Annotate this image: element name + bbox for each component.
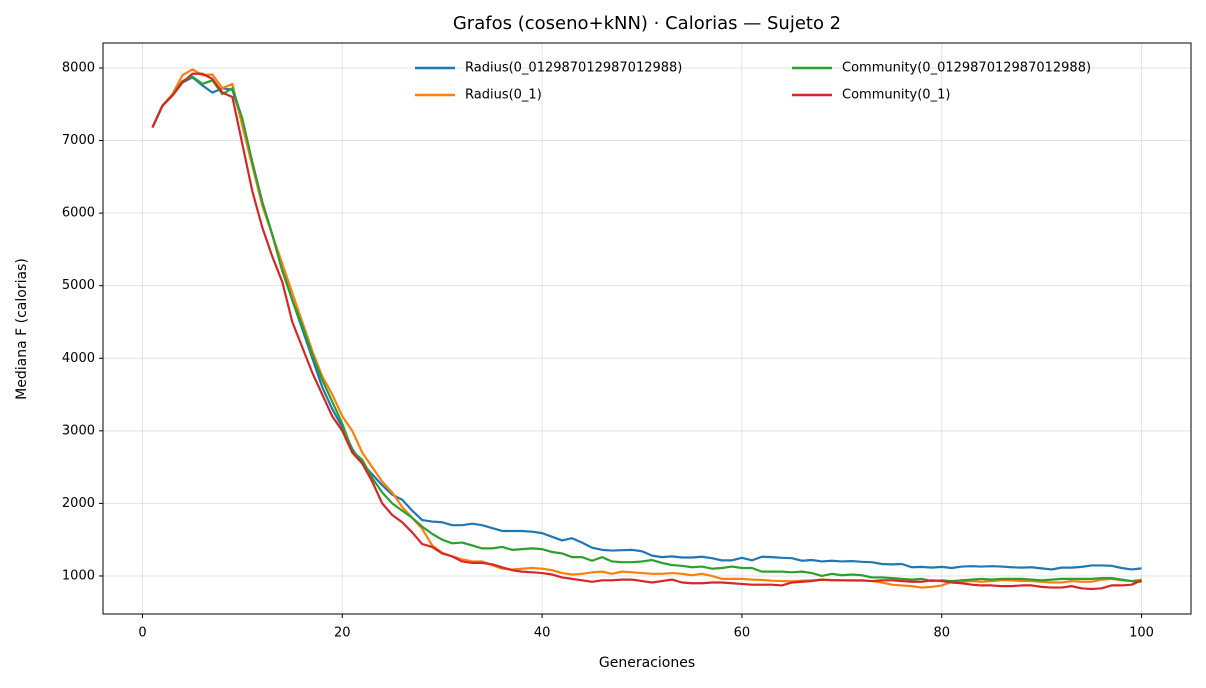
y-tick-label: 8000: [62, 60, 95, 75]
y-tick-label: 6000: [62, 206, 95, 221]
x-tick-label: 60: [734, 626, 751, 641]
y-axis-label: Mediana F (calorias): [14, 258, 30, 400]
y-tick-label: 1000: [62, 568, 95, 583]
grid: [103, 43, 1191, 614]
y-tick-label: 3000: [62, 423, 95, 438]
y-tick-label: 4000: [62, 351, 95, 366]
x-tick-label: 80: [933, 626, 950, 641]
x-tick-label: 100: [1129, 626, 1154, 641]
x-tick-label: 20: [334, 626, 351, 641]
axes: 0 20 40 60 80 100 1000 2000 3000 4000 5000 6000 7000…: [62, 60, 1154, 640]
legend-label: Radius(0_1): [465, 88, 542, 103]
y-tick-label: 7000: [62, 133, 95, 148]
legend-label: Radius(0_012987012987012988): [465, 61, 682, 76]
plot-frame: [102, 42, 1192, 615]
chart-title: Grafos (coseno+kNN) · Calorias — Sujeto …: [453, 13, 841, 34]
series-line: [151, 76, 1142, 571]
series-line: [151, 68, 1142, 589]
legend-label: Community(0_1): [842, 88, 950, 103]
x-tick-label: 0: [138, 626, 146, 641]
x-tick-label: 40: [534, 626, 551, 641]
lines: [151, 68, 1142, 591]
legend: Radius(0_012987012987012988) Radius(0_1) C…: [415, 61, 1091, 103]
y-tick-label: 2000: [62, 496, 95, 511]
x-axis-label: Generaciones: [599, 655, 695, 671]
legend-label: Community(0_012987012987012988): [842, 61, 1091, 76]
y-tick-label: 5000: [62, 278, 95, 293]
series-line: [151, 72, 1142, 591]
series-line: [151, 75, 1142, 583]
